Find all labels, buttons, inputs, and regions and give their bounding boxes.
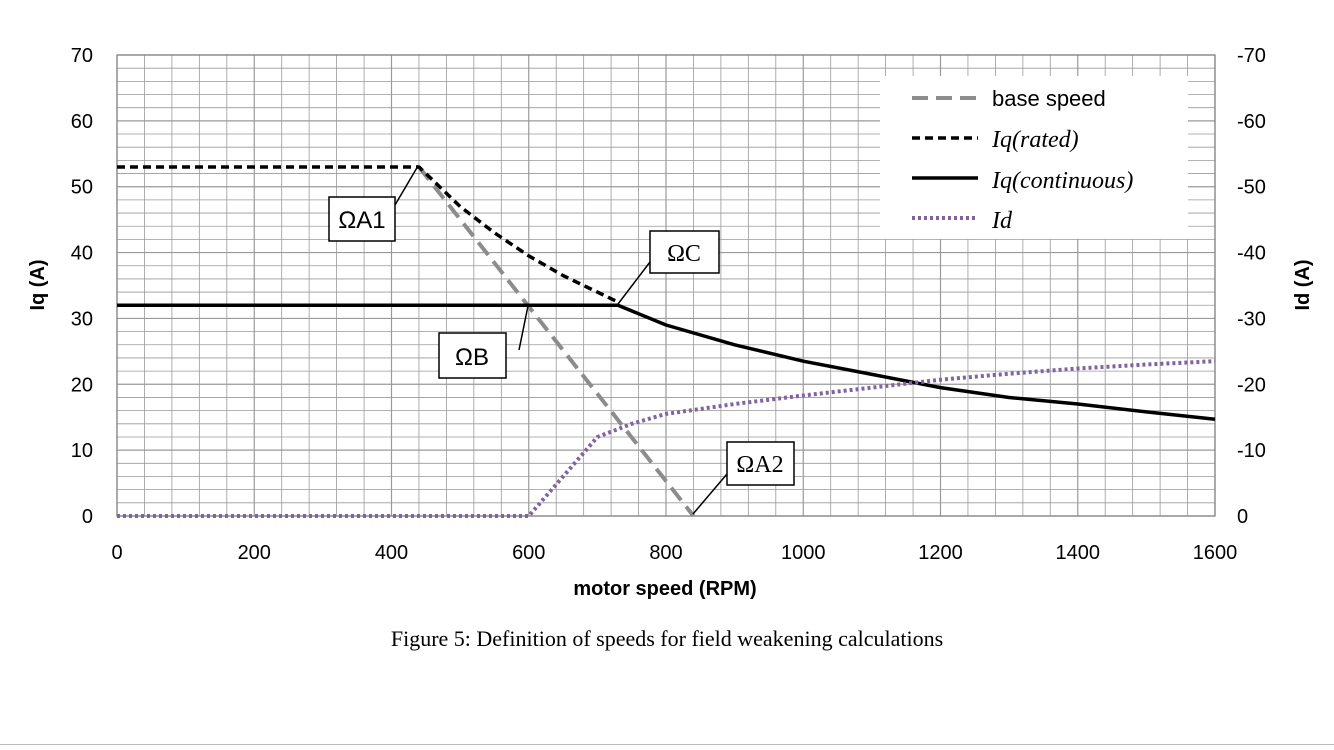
- legend: base speed Iq(rated) Iq(continuous) Id: [880, 76, 1188, 239]
- y2-tick-label: -60: [1237, 111, 1266, 133]
- y2-tick-label: 0: [1237, 506, 1248, 528]
- y-axis-title: Iq (A): [27, 259, 49, 310]
- legend-box: [880, 76, 1188, 239]
- y-tick-label: 30: [71, 308, 93, 330]
- x-tick-label: 0: [111, 542, 122, 564]
- legend-label-iq-continuous: Iq(continuous): [991, 168, 1133, 194]
- legend-label-id: Id: [991, 208, 1013, 234]
- page-divider: [0, 744, 1334, 745]
- annotations: ΩA1 ΩC ΩB ΩA2: [328, 165, 795, 515]
- y-tick-label: 50: [71, 177, 93, 199]
- x-tick-label: 1600: [1193, 542, 1238, 564]
- y2-tick-label: -20: [1237, 374, 1266, 396]
- y-tick-label: 10: [71, 440, 93, 462]
- y-tick-label: 40: [71, 243, 93, 265]
- annotation-leader-omega-c: [617, 261, 651, 305]
- y2-tick-label: -30: [1237, 308, 1266, 330]
- x-tick-label: 1000: [781, 542, 826, 564]
- tick-labels: 0 200 400 600 800 1000 1200 1400 160001020304050…: [71, 45, 1266, 564]
- x-tick-label: 400: [375, 542, 408, 564]
- y2-tick-label: -70: [1237, 45, 1266, 67]
- annotation-label-omega-a1: ΩA1: [338, 207, 385, 234]
- x-tick-label: 1400: [1056, 542, 1101, 564]
- x-tick-label: 1200: [918, 542, 963, 564]
- series-line-iq-continuous: [117, 303, 1216, 421]
- annotation-box-omega-c: [649, 230, 720, 274]
- annotation-label-omega-a2: ΩA2: [736, 452, 783, 478]
- annotation-box-omega-b: [438, 332, 507, 379]
- annotation-leader-omega-b: [518, 305, 529, 351]
- annotation-label-omega-c: ΩC: [667, 241, 701, 267]
- annotation-box-omega-a2: [726, 441, 795, 486]
- x-tick-label: 200: [238, 542, 271, 564]
- x-tick-label: 600: [512, 542, 545, 564]
- legend-label-iq-rated: Iq(rated): [991, 127, 1079, 153]
- annotation-leader-omega-a1: [394, 165, 419, 206]
- series-layer: [117, 165, 1216, 518]
- annotation-label-omega-b: ΩB: [455, 344, 489, 371]
- annotation-box-omega-a1: [328, 196, 396, 242]
- y2-tick-label: -40: [1237, 243, 1266, 265]
- y-tick-label: 0: [82, 506, 93, 528]
- y2-tick-label: -50: [1237, 177, 1266, 199]
- x-tick-label: 800: [649, 542, 682, 564]
- x-axis-title: motor speed (RPM): [573, 578, 756, 600]
- legend-label-base-speed: base speed: [992, 86, 1106, 111]
- grid: [116, 54, 1216, 517]
- y-tick-label: 60: [71, 111, 93, 133]
- figure-caption: Figure 5: Definition of speeds for field…: [390, 626, 944, 651]
- y2-tick-label: -10: [1237, 440, 1266, 462]
- y2-axis-title: Id (A): [1292, 259, 1314, 310]
- series-line-iq-rated: [117, 165, 619, 304]
- y-tick-label: 20: [71, 374, 93, 396]
- annotation-leader-omega-a2: [692, 473, 728, 515]
- y-tick-label: 70: [71, 45, 93, 67]
- plot-frame: [116, 54, 1216, 517]
- series-line-base-speed: [417, 165, 696, 518]
- series-line-id: [117, 359, 1216, 518]
